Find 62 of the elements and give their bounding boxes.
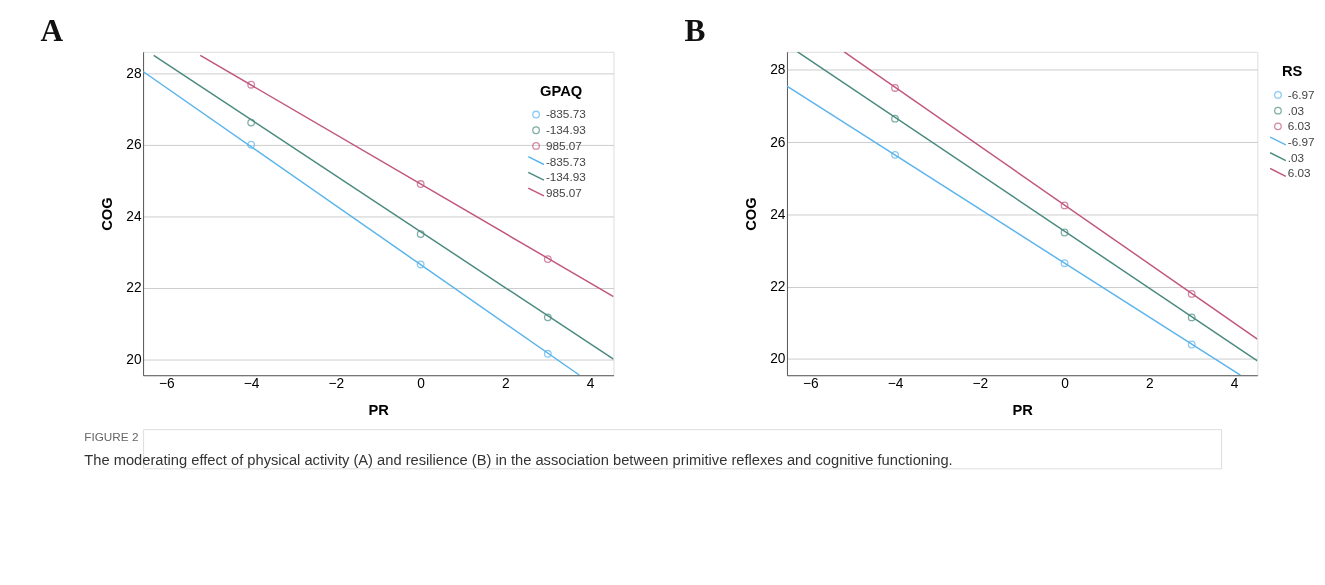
y-tick-label: 26 <box>770 134 786 150</box>
point <box>543 313 552 322</box>
point <box>1060 259 1069 268</box>
legend-label: 6.03 <box>1287 119 1312 133</box>
point <box>891 84 899 92</box>
text: The moderating effect of physical activity (A) and resilience (B) in the association between primitive reflexes and cognitive functioning. <box>84 452 953 469</box>
legend-label: -6.97 <box>1287 87 1315 101</box>
point <box>891 150 899 159</box>
legend-label: -835.73 <box>545 107 587 121</box>
legend-label: 985.07 <box>545 138 582 152</box>
legend-title: GPAQ <box>540 82 583 99</box>
point <box>1187 313 1196 322</box>
x-tick-label: 0 <box>1061 376 1070 392</box>
point <box>891 114 899 123</box>
y-axis-title: COG <box>98 197 115 231</box>
legend-title: RS <box>1281 63 1303 80</box>
x-axis-title: PR <box>368 401 390 418</box>
y-tick-label: 26 <box>126 137 142 153</box>
x-tick-label: −4 <box>243 376 260 392</box>
y-tick-label: 24 <box>770 206 786 222</box>
point <box>416 260 425 269</box>
x-tick-label: 2 <box>502 376 510 392</box>
point <box>1187 290 1196 298</box>
point <box>247 118 256 127</box>
y-axis-title: COG <box>742 197 759 231</box>
legend-label: -835.73 <box>545 154 587 168</box>
x-tick-label: 4 <box>1230 376 1239 392</box>
chart-title: A <box>40 13 64 49</box>
legend-label: .03 <box>1287 103 1305 117</box>
legend-label: 985.07 <box>545 185 582 199</box>
point <box>247 140 256 149</box>
legend-label: -134.93 <box>545 170 587 184</box>
y-tick-label: 22 <box>770 279 786 295</box>
point <box>416 230 425 238</box>
y-tick-label: 20 <box>770 351 786 367</box>
x-tick-label: −6 <box>802 376 819 392</box>
y-tick-label: 28 <box>770 62 786 78</box>
y-tick-label: 24 <box>126 208 142 224</box>
x-axis-title: PR <box>1012 401 1034 418</box>
x-tick-label: −2 <box>328 376 345 392</box>
x-tick-label: −2 <box>972 376 989 392</box>
point <box>416 180 425 188</box>
point <box>247 80 256 89</box>
chart-title: B <box>684 13 706 49</box>
x-tick-label: 2 <box>1145 376 1154 392</box>
x-tick-label: 4 <box>586 376 595 392</box>
x-tick-label: −6 <box>159 376 176 392</box>
y-tick-label: 20 <box>126 351 142 367</box>
point <box>543 255 552 264</box>
y-tick-label: 22 <box>126 280 142 296</box>
point <box>543 349 552 358</box>
x-tick-label: −4 <box>887 376 904 392</box>
legend-label: .03 <box>1287 150 1305 164</box>
x-tick-label: 0 <box>417 376 426 392</box>
point <box>1187 340 1196 349</box>
legend-label: -134.93 <box>545 123 587 137</box>
legend-label: 6.03 <box>1287 166 1312 180</box>
y-tick-label: 28 <box>126 65 142 81</box>
caption: FIGURE 2 <box>84 429 139 443</box>
legend-label: -6.97 <box>1287 134 1315 148</box>
point <box>1060 228 1069 237</box>
point <box>1060 201 1069 210</box>
